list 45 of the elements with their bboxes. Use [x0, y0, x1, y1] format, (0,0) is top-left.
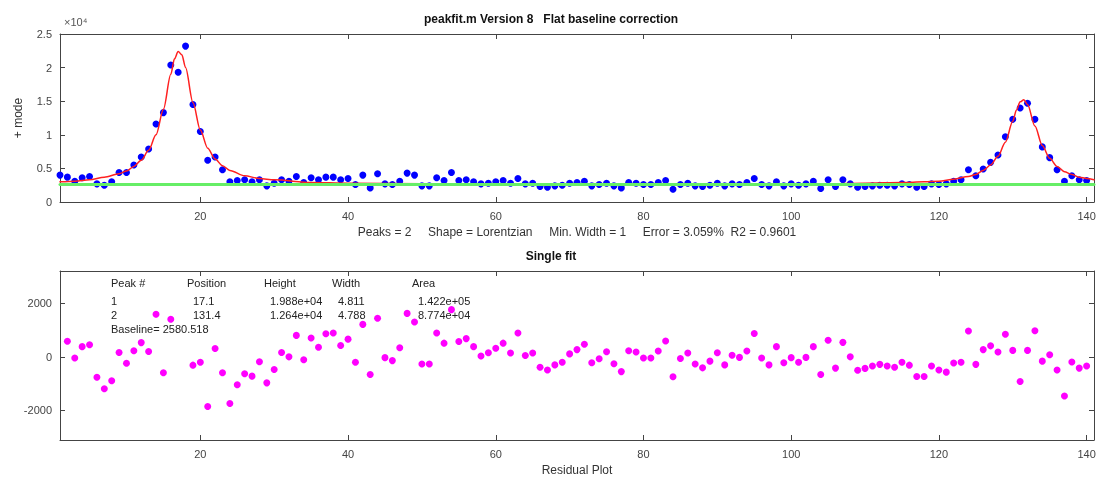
text: ×10⁴ — [64, 15, 88, 28]
annotation: 1.264e+04 — [270, 308, 323, 321]
y-tick-label: 0 — [45, 196, 52, 208]
annotation: Peak # — [111, 276, 147, 289]
annotation: 1.988e+04 — [270, 294, 323, 307]
annotation: 4.788 — [338, 308, 366, 321]
annotation: Area — [412, 276, 437, 289]
annotation: 131.4 — [193, 308, 221, 321]
x-tick-label: 120 — [929, 209, 949, 222]
x-axis-title: Residual Plot — [541, 463, 614, 477]
x-tick-label: 100 — [782, 447, 801, 460]
y-tick-label: -2000 — [23, 404, 52, 417]
x-tick-label: 120 — [929, 447, 949, 460]
x-tick-label: 60 — [489, 209, 502, 222]
annotation: 1.422e+05 — [418, 294, 471, 307]
x-tick-label: 140 — [1077, 447, 1096, 460]
x-tick-label: 20 — [194, 447, 207, 460]
annotation: 17.1 — [193, 294, 215, 307]
y-tick-label: 0 — [45, 350, 52, 363]
annotation: Width — [332, 276, 361, 289]
chart-title: peakfit.m Version 8 Flat baseline correction — [423, 12, 679, 26]
annotation: Position — [187, 276, 227, 289]
annotation: Height — [264, 276, 296, 289]
x-axis-title: Peaks = 2 Shape = Lorentzian Min. Width = 1 Error = 3.059% R2 = 0.9601 — [357, 225, 797, 239]
x-tick-label: 40 — [341, 209, 355, 222]
x-tick-label: 80 — [637, 209, 650, 222]
y-tick-label: 2.5 — [36, 28, 52, 40]
x-tick-label: 40 — [341, 447, 355, 460]
x-tick-label: 20 — [194, 209, 207, 222]
x-tick-label: 80 — [637, 447, 650, 460]
y-tick-label: 0.5 — [36, 162, 52, 175]
x-tick-label: 60 — [489, 447, 502, 460]
chart-title: Single fit — [525, 249, 577, 263]
x-tick-label: 100 — [782, 209, 801, 222]
annotation: 2 — [111, 308, 118, 321]
annotation: 1 — [111, 294, 118, 307]
y-tick-label: 2 — [45, 61, 52, 74]
annotation: Baseline= 2580.518 — [111, 322, 209, 335]
y-tick-label: 1.5 — [36, 95, 52, 108]
y-axis-title: + mode — [11, 97, 25, 139]
y-tick-label: 2000 — [27, 297, 52, 310]
annotation: 8.774e+04 — [418, 308, 471, 321]
x-tick-label: 140 — [1077, 209, 1096, 222]
y-tick-label: 1 — [45, 128, 52, 141]
annotation: 4.811 — [338, 294, 365, 307]
